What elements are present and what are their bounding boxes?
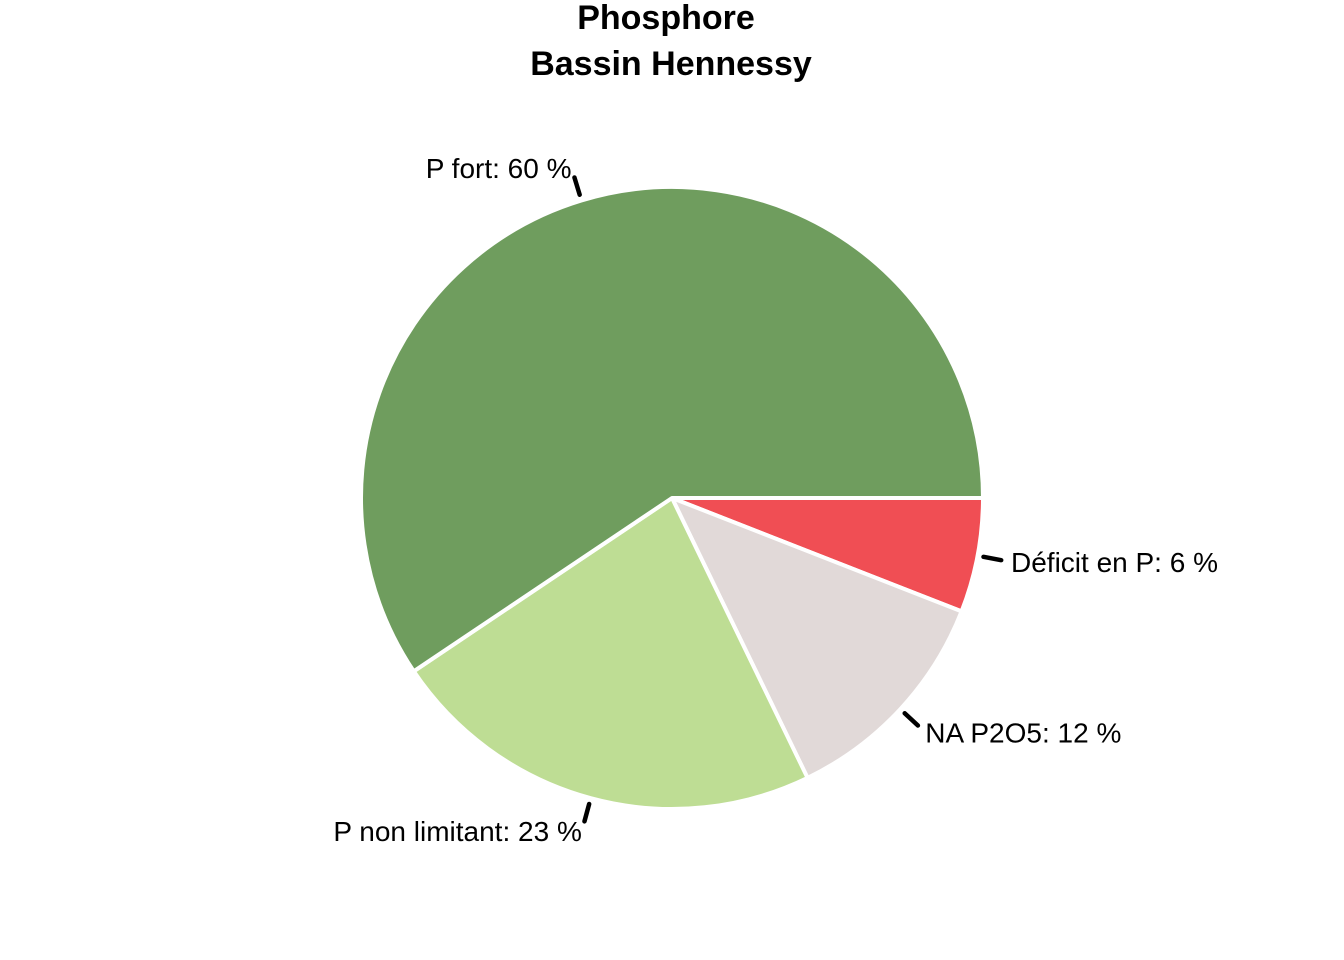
- chart-subtitle: Bassin Hennessy: [530, 45, 812, 83]
- chart-title: Phosphore: [577, 0, 755, 37]
- pie-labels: Déficit en P: 6 % NA P2O5: 12 % P non limi…: [333, 153, 1218, 847]
- pie-slice-p-fort: [359, 185, 985, 674]
- pie-slice-na-p2o5: [670, 496, 964, 780]
- pie-slices: [359, 185, 985, 811]
- leader-line-na-p2o5: [902, 711, 921, 728]
- pie-leader-lines: [572, 175, 1004, 824]
- leader-line-p-non-limitant: [582, 801, 592, 824]
- pie-slice-p-non-limitant: [411, 496, 810, 811]
- slice-label-deficit-en-p: Déficit en P: 6 %: [1011, 547, 1218, 578]
- leader-line-p-fort: [572, 175, 582, 197]
- leader-line-deficit-en-p: [981, 554, 1004, 563]
- slice-label-na-p2o5: NA P2O5: 12 %: [925, 717, 1121, 748]
- slice-label-p-fort: P fort: 60 %: [426, 153, 572, 184]
- slice-label-p-non-limitant: P non limitant: 23 %: [333, 816, 582, 847]
